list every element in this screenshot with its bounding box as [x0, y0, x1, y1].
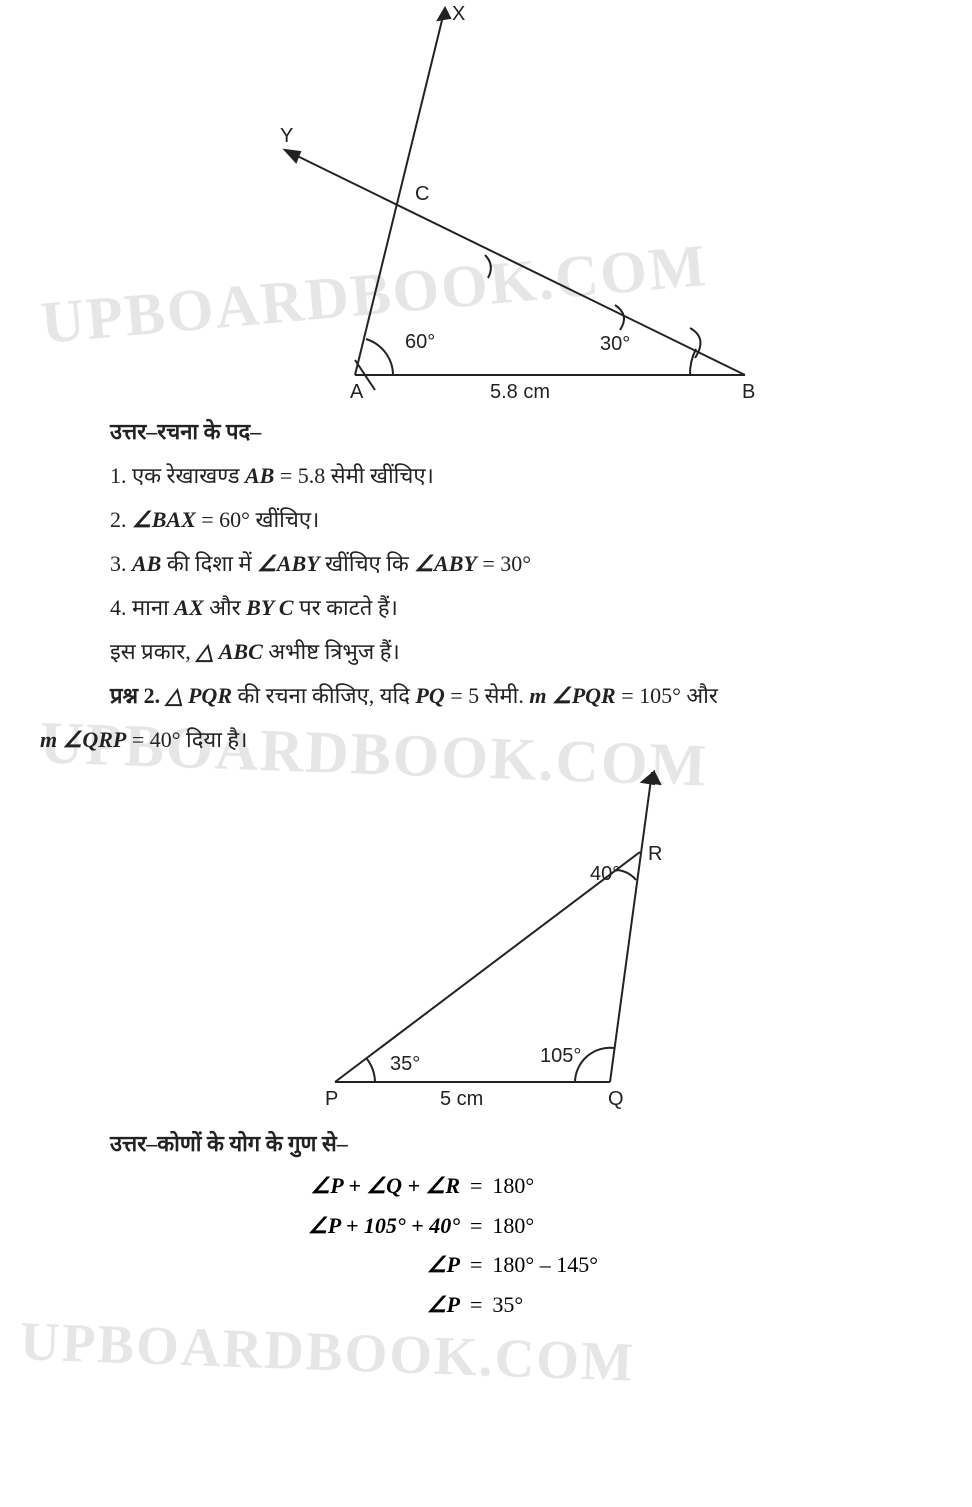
conclusion-1: इस प्रकार, △ ABC अभीष्ट त्रिभुज हैं। [110, 630, 932, 674]
angle-60: 60° [405, 331, 435, 353]
step-2: 2. ∠BAX = 60° खींचिए। [110, 498, 932, 542]
angle-40: 40° [590, 863, 620, 885]
step-3: 3. AB की दिशा में ∠ABY खींचिए कि ∠ABY = … [110, 542, 932, 586]
label-C: C [415, 183, 429, 205]
angle-30: 30° [600, 333, 630, 355]
figure-2: P Q R 35° 105° 40° 5 cm [40, 762, 840, 1122]
base-label-2: 5 cm [440, 1088, 483, 1110]
question-2: प्रश्न 2. △ PQR की रचना कीजिए, यदि PQ = … [110, 674, 932, 718]
label-Q: Q [608, 1088, 624, 1110]
label-X: X [452, 3, 465, 25]
angle-35: 35° [390, 1053, 420, 1075]
figure-1: A B C X Y 60° 30° 5.8 cm [40, 0, 840, 410]
answer2-heading: उत्तर–कोणों के योग के गुण से– [110, 1122, 932, 1166]
label-A: A [350, 381, 364, 403]
label-B: B [742, 381, 755, 403]
step-1: 1. एक रेखाखण्ड AB = 5.8 सेमी खींचिए। [110, 454, 932, 498]
equation-block: ∠P + ∠Q + ∠R=180° ∠P + 105° + 40°=180° ∠… [240, 1166, 932, 1324]
step-4: 4. माना AX और BY C पर काटते हैं। [110, 586, 932, 630]
base-label-1: 5.8 cm [490, 381, 550, 403]
label-P: P [325, 1088, 338, 1110]
label-R: R [648, 843, 662, 865]
answer1-heading: उत्तर–रचना के पद– [110, 410, 932, 454]
label-Y: Y [280, 125, 293, 147]
angle-105: 105° [540, 1045, 581, 1067]
question-2-line2: m ∠QRP = 40° दिया है। [40, 718, 932, 762]
